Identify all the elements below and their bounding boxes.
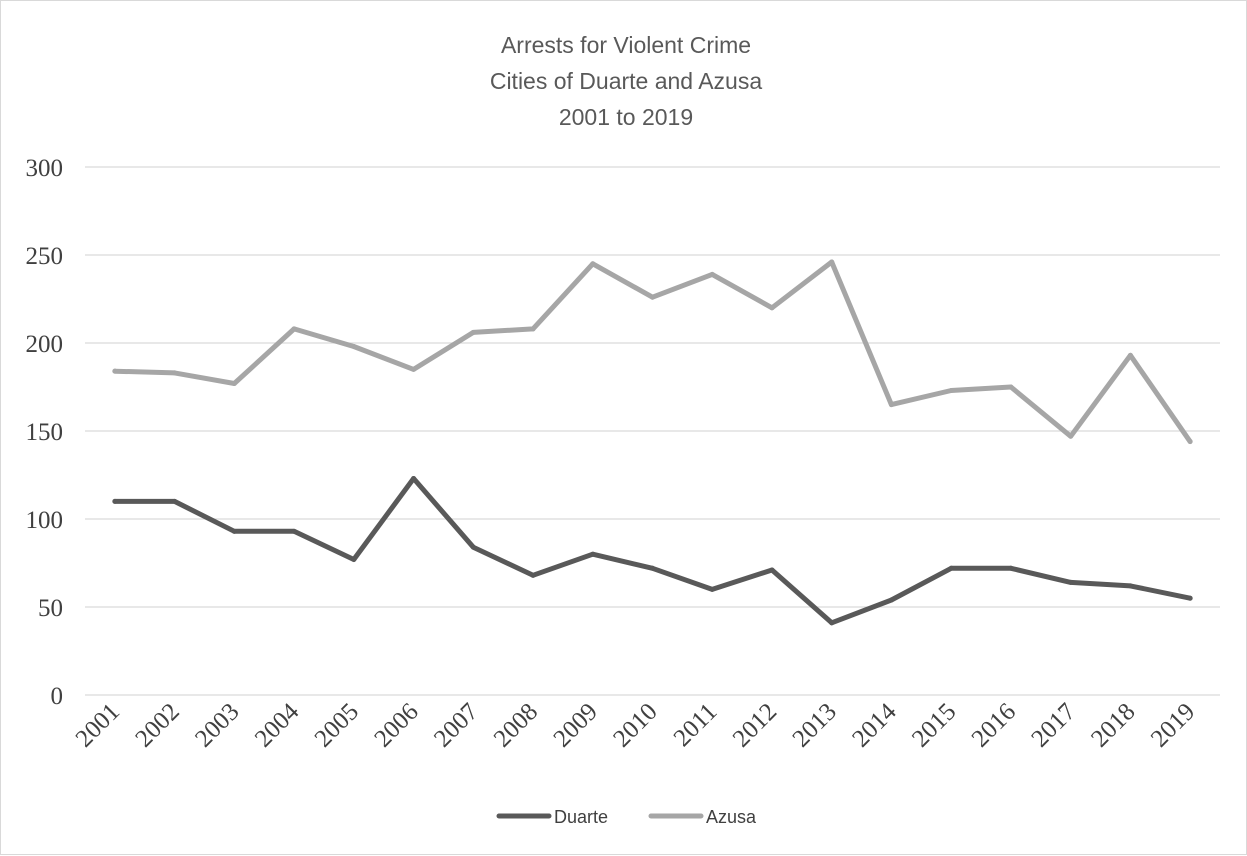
data-point-duarte [769,567,775,573]
data-point-azusa [1187,439,1193,445]
series-line-azusa [112,259,1193,445]
data-point-duarte [888,597,894,603]
legend: Duarte Azusa [496,807,757,827]
chart-title-line-1: Arrests for Violent Crime [501,32,751,58]
data-point-duarte [351,556,357,562]
data-point-duarte [829,620,835,626]
data-point-azusa [709,271,715,277]
data-point-azusa [829,259,835,265]
data-point-azusa [470,329,476,335]
x-tick-label: 2017 [1026,698,1080,752]
x-tick-label: 2003 [190,698,244,752]
x-tick-label: 2012 [728,698,782,752]
y-tick-label: 250 [26,243,64,270]
data-point-azusa [351,344,357,350]
x-tick-label: 2019 [1146,698,1200,752]
data-point-duarte [1127,583,1133,589]
x-tick-label: 2007 [429,698,483,752]
y-axis: 0 50 100 150 200 250 300 [26,155,64,710]
series-line-duarte [112,476,1193,626]
data-point-azusa [590,261,596,267]
data-point-azusa [650,294,655,300]
data-point-duarte [1187,595,1193,601]
data-point-duarte [709,586,715,592]
x-tick-label: 2002 [130,698,184,752]
data-point-azusa [530,326,536,332]
data-point-duarte [1068,579,1074,585]
y-tick-label: 50 [38,595,63,622]
data-point-azusa [231,380,237,386]
data-point-azusa [112,368,118,374]
legend-label-duarte: Duarte [554,807,608,827]
data-point-azusa [1008,384,1014,390]
x-tick-label: 2009 [549,698,603,752]
data-point-azusa [888,402,894,408]
x-tick-label: 2011 [669,698,723,752]
x-tick-label: 2010 [608,698,662,752]
x-tick-label: 2015 [907,698,961,752]
data-point-azusa [291,326,297,332]
x-tick-label: 2018 [1086,698,1140,752]
data-point-azusa [1127,352,1133,358]
x-tick-label: 2016 [967,698,1021,752]
data-point-duarte [948,565,954,571]
data-point-duarte [530,572,536,578]
legend-label-azusa: Azusa [706,807,757,827]
series-lines [112,259,1193,626]
data-point-azusa [1068,433,1074,439]
data-point-azusa [769,305,775,311]
x-tick-label: 2005 [310,698,364,752]
data-point-duarte [470,544,476,550]
data-point-duarte [112,498,118,504]
data-point-azusa [172,370,178,376]
y-tick-label: 100 [26,507,64,534]
x-tick-label: 2006 [369,698,423,752]
data-point-duarte [291,528,297,534]
gridlines [85,166,1220,696]
chart-title-line-3: 2001 to 2019 [559,104,693,130]
data-point-duarte [650,565,655,571]
x-tick-label: 2004 [250,698,305,753]
data-point-duarte [1008,565,1014,571]
y-tick-label: 300 [26,155,64,182]
data-point-duarte [231,528,237,534]
data-point-duarte [172,498,178,504]
y-tick-label: 150 [26,419,64,446]
data-point-azusa [948,388,954,394]
data-point-duarte [411,476,417,482]
data-point-azusa [411,366,417,372]
y-tick-label: 0 [51,683,64,710]
x-tick-label: 2001 [71,698,125,752]
x-tick-label: 2008 [489,698,543,752]
data-point-duarte [590,551,596,557]
chart-title: Arrests for Violent Crime Cities of Duar… [490,32,763,130]
x-tick-label: 2014 [847,698,902,753]
x-axis: 2001 2002 2003 2004 2005 2006 2007 2008 2009 2010… [71,698,1201,753]
chart-title-line-2: Cities of Duarte and Azusa [490,68,763,94]
y-tick-label: 200 [26,331,64,358]
x-tick-label: 2013 [788,698,842,752]
